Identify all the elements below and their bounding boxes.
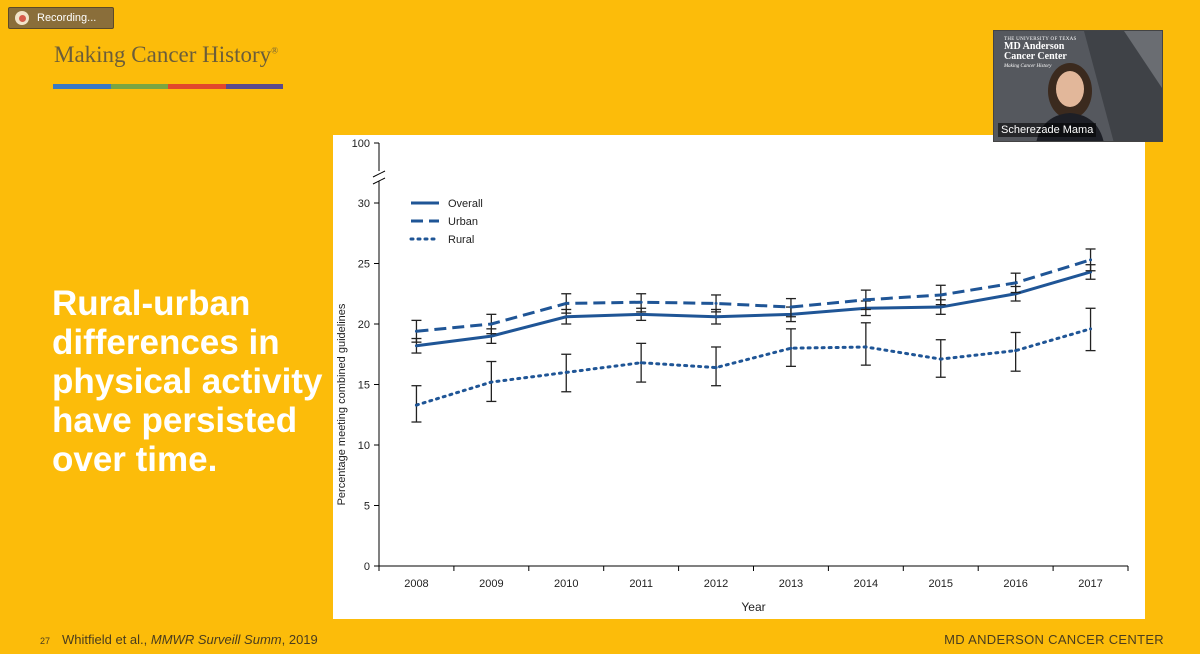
- line-chart: 0 5 10 15 20 25 30 100 2008 2009 2010 2011 2012 2013 2…: [336, 138, 1129, 614]
- recording-label: Recording...: [37, 12, 97, 24]
- data-point: [414, 403, 418, 407]
- x-tick-label: 2017: [1078, 578, 1102, 590]
- axis-break-mark: [372, 170, 386, 178]
- legend-label: Overall: [448, 198, 483, 210]
- citation-journal: MMWR Surveill Summ: [150, 632, 282, 647]
- citation-author: Whitfield et al.,: [62, 632, 151, 647]
- data-point: [714, 315, 718, 319]
- y-tick-label: 100: [352, 138, 370, 150]
- x-tick-label: 2016: [1003, 578, 1027, 590]
- axis-break-mark: [372, 177, 386, 185]
- data-point: [489, 334, 493, 338]
- x-axis-label: Year: [741, 600, 765, 614]
- legend-label: Rural: [448, 234, 474, 246]
- data-point: [939, 357, 943, 361]
- data-point: [489, 380, 493, 384]
- participant-name: Scherezade Mama: [998, 123, 1097, 137]
- data-point: [564, 301, 568, 305]
- video-logo-line2: MD Anderson: [1004, 41, 1065, 52]
- y-tick-label: 5: [364, 501, 370, 513]
- data-point: [639, 361, 643, 365]
- data-point: [414, 329, 418, 333]
- video-logo-line1: THE UNIVERSITY OF TEXAS: [1004, 37, 1077, 42]
- series-line-urban: [416, 258, 1091, 333]
- x-tick-label: 2014: [854, 578, 878, 590]
- data-point: [564, 315, 568, 319]
- legend-label: Urban: [448, 216, 478, 228]
- x-tick-label: 2010: [554, 578, 578, 590]
- data-point: [939, 293, 943, 297]
- x-tick-label: 2008: [404, 578, 428, 590]
- data-point: [714, 366, 718, 370]
- brand-bar-segment: [168, 84, 226, 89]
- brand-logo: Making Cancer History®: [54, 42, 278, 68]
- data-point: [639, 300, 643, 304]
- footer-org: MD ANDERSON CANCER CENTER: [944, 632, 1164, 647]
- data-point: [939, 305, 943, 309]
- brand-name: Making Cancer History: [54, 42, 272, 67]
- data-point: [864, 345, 868, 349]
- y-tick-label: 0: [364, 561, 370, 573]
- citation: 27 Whitfield et al., MMWR Surveill Summ, …: [40, 632, 318, 647]
- data-point: [564, 370, 568, 374]
- citation-year: , 2019: [281, 632, 318, 647]
- y-tick-label: 25: [358, 259, 370, 271]
- video-tile[interactable]: THE UNIVERSITY OF TEXAS MD Anderson Canc…: [993, 30, 1163, 142]
- brand-mark: ®: [271, 45, 279, 56]
- data-point: [789, 305, 793, 309]
- video-logo: THE UNIVERSITY OF TEXAS MD Anderson Canc…: [1004, 37, 1077, 69]
- y-tick-label: 30: [358, 198, 370, 210]
- y-tick-label: 15: [358, 380, 370, 392]
- video-logo-line4: Making Cancer History: [1004, 64, 1052, 69]
- brand-bar-segment: [110, 84, 168, 89]
- data-point: [864, 298, 868, 302]
- y-tick-label: 10: [358, 440, 370, 452]
- data-point: [639, 312, 643, 316]
- y-tick-label: 20: [358, 319, 370, 331]
- video-logo-line3: Cancer Center: [1004, 51, 1067, 62]
- brand-color-bar: [53, 84, 283, 89]
- slide-headline: Rural-urban differences in physical acti…: [52, 284, 323, 479]
- x-tick-label: 2011: [629, 578, 653, 590]
- x-tick-label: 2012: [704, 578, 728, 590]
- x-tick-label: 2015: [929, 578, 953, 590]
- data-point: [1014, 281, 1018, 285]
- brand-bar-segment: [225, 84, 283, 89]
- data-point: [1089, 327, 1093, 331]
- chart-figure: 0 5 10 15 20 25 30 100 2008 2009 2010 2011 2012 2013 2…: [333, 135, 1145, 619]
- recording-icon: [15, 11, 29, 25]
- data-point: [489, 322, 493, 326]
- recording-indicator[interactable]: Recording...: [8, 7, 114, 29]
- x-tick-label: 2013: [779, 578, 803, 590]
- page-number: 27: [40, 636, 51, 646]
- data-point: [414, 344, 418, 348]
- brand-bar-segment: [53, 84, 111, 89]
- x-tick-label: 2009: [479, 578, 503, 590]
- data-point: [714, 301, 718, 305]
- y-axis-label: Percentage meeting combined guidelines: [336, 303, 348, 505]
- data-point: [1089, 258, 1093, 262]
- data-point: [1014, 349, 1018, 353]
- data-point: [789, 346, 793, 350]
- series-line-overall: [416, 270, 1091, 348]
- series-line-rural: [414, 327, 1093, 407]
